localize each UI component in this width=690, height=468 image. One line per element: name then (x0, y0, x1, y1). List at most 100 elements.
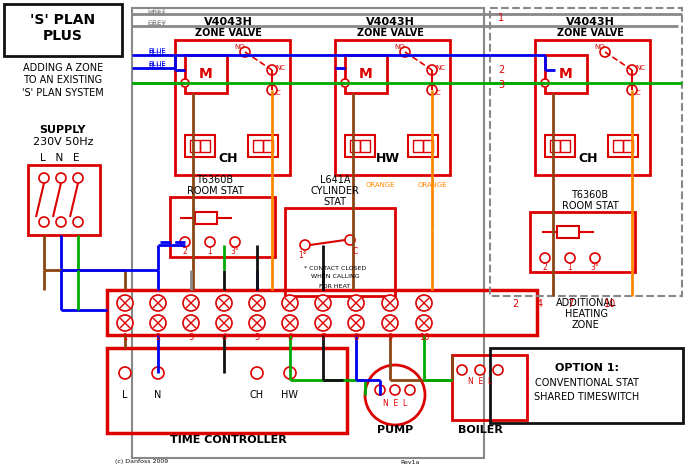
Text: V4043H: V4043H (366, 17, 415, 27)
Text: 1: 1 (122, 334, 128, 343)
Circle shape (416, 315, 432, 331)
Circle shape (216, 295, 232, 311)
Text: 3°: 3° (230, 248, 239, 256)
Bar (530, 212, 635, 272)
Text: M: M (359, 67, 373, 81)
Circle shape (150, 295, 166, 311)
Text: C: C (275, 90, 280, 96)
Text: ZONE: ZONE (572, 320, 600, 330)
Text: 2: 2 (183, 248, 188, 256)
Circle shape (416, 295, 432, 311)
Circle shape (183, 315, 199, 331)
Text: L641A: L641A (319, 175, 351, 185)
Circle shape (183, 295, 199, 311)
Circle shape (39, 173, 49, 183)
Circle shape (315, 315, 331, 331)
Circle shape (282, 315, 298, 331)
Circle shape (249, 295, 265, 311)
Bar (408, 135, 438, 157)
Text: PLUS: PLUS (43, 29, 83, 43)
Text: GREY: GREY (148, 20, 167, 26)
Text: ROOM STAT: ROOM STAT (186, 186, 244, 196)
Bar (360, 140, 370, 152)
Circle shape (565, 253, 575, 263)
Bar (560, 140, 570, 152)
Bar (253, 140, 263, 152)
Circle shape (348, 295, 364, 311)
Bar (557, 226, 579, 238)
Circle shape (345, 235, 355, 245)
Text: WHEN CALLING: WHEN CALLING (310, 275, 359, 279)
Text: STAT: STAT (324, 197, 346, 207)
Text: NC: NC (635, 65, 645, 71)
Text: 1: 1 (568, 263, 573, 272)
Circle shape (300, 240, 310, 250)
Bar (285, 208, 395, 296)
Circle shape (119, 367, 131, 379)
Text: 2: 2 (542, 263, 547, 272)
Circle shape (590, 253, 600, 263)
Text: 3°: 3° (591, 263, 600, 272)
Bar (350, 140, 360, 152)
Bar (452, 355, 527, 420)
Text: NO: NO (395, 44, 405, 50)
Text: Rev1a: Rev1a (400, 460, 420, 465)
Circle shape (117, 315, 133, 331)
Bar (185, 135, 215, 157)
Circle shape (152, 367, 164, 379)
Text: 6: 6 (287, 334, 293, 343)
Text: NO: NO (235, 44, 246, 50)
Circle shape (73, 173, 83, 183)
Text: TO AN EXISTING: TO AN EXISTING (23, 75, 103, 85)
Text: GREY: GREY (148, 22, 167, 28)
Text: ORANGE: ORANGE (417, 182, 447, 188)
Text: HW: HW (376, 152, 400, 164)
Text: NO: NO (595, 44, 605, 50)
Text: N  E  L: N E L (383, 398, 407, 408)
Text: T6360B: T6360B (571, 190, 609, 200)
Circle shape (365, 365, 425, 425)
Bar (545, 135, 575, 157)
Circle shape (56, 173, 66, 183)
Text: 3: 3 (188, 334, 194, 343)
Circle shape (541, 79, 549, 87)
Text: 10: 10 (604, 299, 616, 309)
Bar (423, 140, 433, 152)
Circle shape (627, 65, 637, 75)
Circle shape (180, 237, 190, 247)
Bar (170, 197, 275, 257)
Text: ORANGE: ORANGE (365, 182, 395, 188)
Text: C: C (353, 248, 357, 256)
Circle shape (282, 295, 298, 311)
Text: CYLINDER: CYLINDER (310, 186, 359, 196)
Circle shape (493, 365, 503, 375)
Text: M: M (559, 67, 573, 81)
Circle shape (382, 295, 398, 311)
Text: ZONE VALVE: ZONE VALVE (357, 28, 424, 38)
Circle shape (390, 385, 400, 395)
Text: CH: CH (250, 390, 264, 400)
Bar (608, 135, 638, 157)
Text: N: N (155, 390, 161, 400)
Text: * CONTACT CLOSED: * CONTACT CLOSED (304, 265, 366, 271)
Text: T6360B: T6360B (197, 175, 233, 185)
Text: NC: NC (435, 65, 445, 71)
Text: 9: 9 (387, 334, 393, 343)
Text: 4: 4 (221, 334, 226, 343)
Bar (107, 348, 347, 433)
Bar (550, 140, 560, 152)
Text: 3: 3 (498, 80, 504, 90)
Text: HEATING: HEATING (564, 309, 607, 319)
Bar (175, 40, 290, 175)
Bar (190, 140, 200, 152)
Circle shape (39, 217, 49, 227)
Circle shape (150, 315, 166, 331)
Circle shape (230, 237, 240, 247)
Text: OPTION 1:: OPTION 1: (555, 363, 619, 373)
Circle shape (267, 65, 277, 75)
Circle shape (375, 385, 385, 395)
Text: 'S' PLAN SYSTEM: 'S' PLAN SYSTEM (22, 88, 104, 98)
Circle shape (540, 253, 550, 263)
Text: NC: NC (275, 65, 285, 71)
Circle shape (267, 85, 277, 95)
